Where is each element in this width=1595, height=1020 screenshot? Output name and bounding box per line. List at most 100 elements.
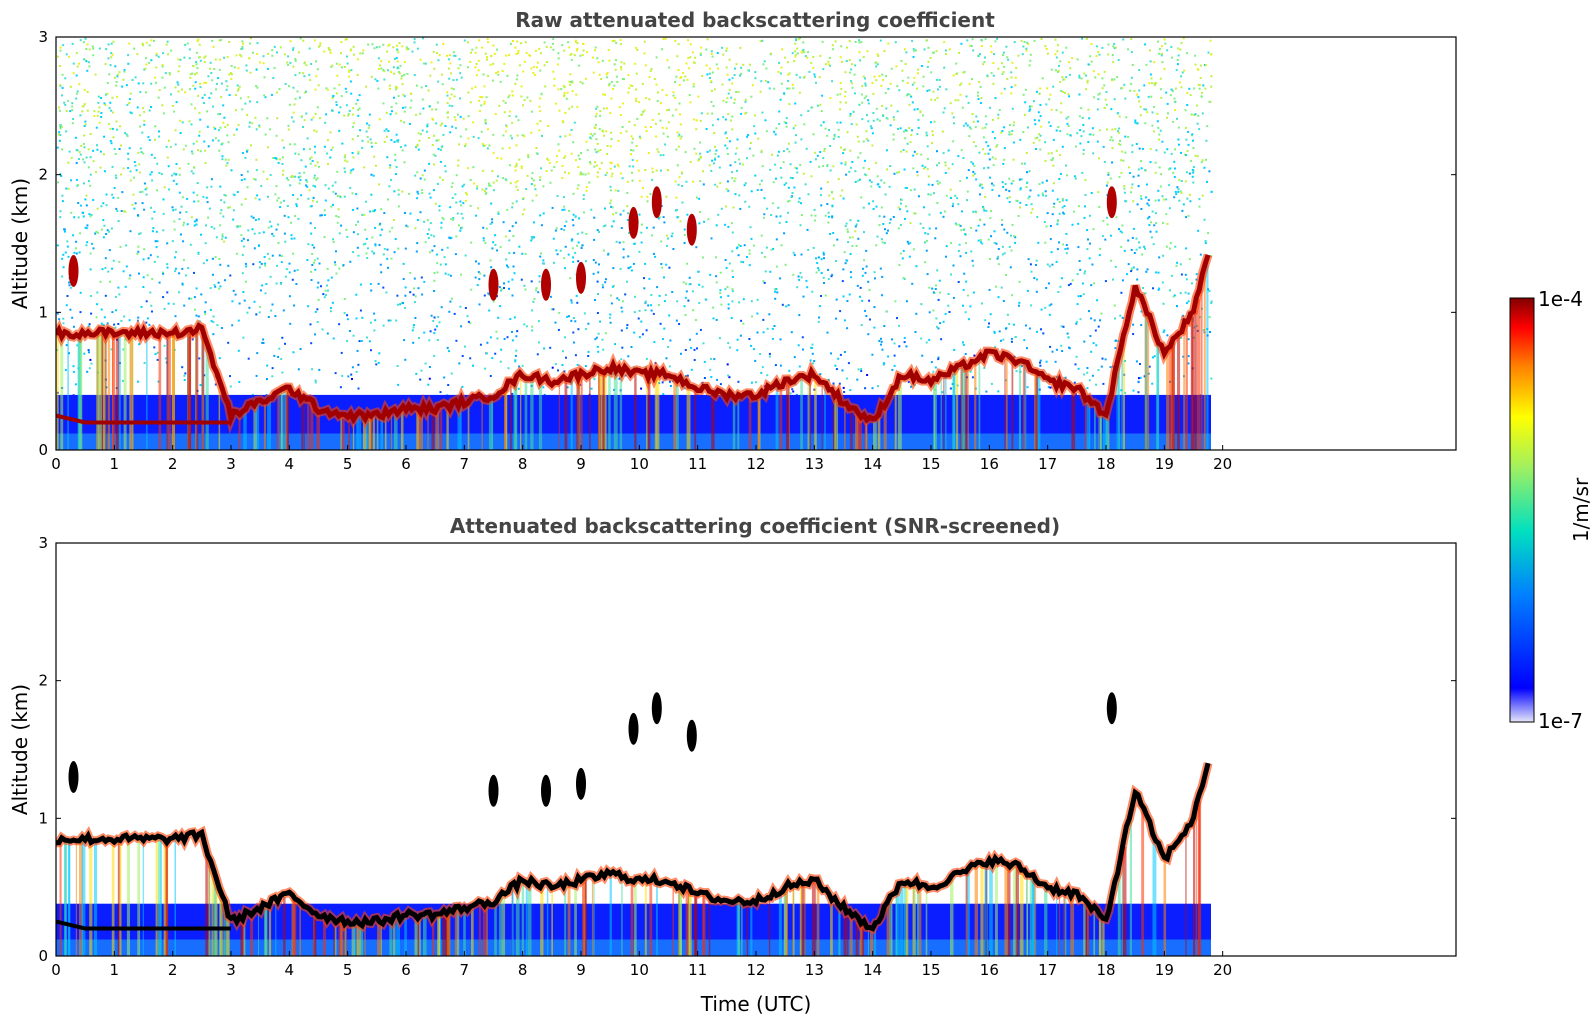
noise-pixel — [137, 245, 140, 248]
noise-pixel — [520, 95, 523, 98]
noise-pixel — [628, 165, 631, 168]
noise-pixel — [1054, 69, 1057, 72]
noise-pixel — [297, 153, 300, 156]
noise-pixel — [855, 123, 858, 126]
noise-pixel — [806, 228, 809, 231]
noise-pixel — [1057, 44, 1059, 47]
noise-pixel — [279, 206, 282, 208]
noise-pixel — [1039, 134, 1042, 137]
noise-pixel — [944, 49, 947, 52]
noise-pixel — [668, 314, 671, 317]
noise-pixel — [898, 324, 901, 327]
noise-pixel — [371, 236, 374, 239]
noise-pixel — [181, 121, 184, 124]
noise-pixel — [1012, 141, 1015, 144]
noise-pixel — [335, 215, 338, 217]
noise-pixel — [1017, 304, 1020, 307]
noise-pixel — [722, 116, 725, 119]
noise-pixel — [775, 177, 777, 180]
noise-pixel — [1038, 183, 1041, 186]
noise-pixel — [73, 216, 76, 219]
noise-pixel — [632, 262, 635, 265]
noise-pixel — [681, 185, 684, 187]
noise-pixel — [142, 152, 145, 155]
noise-pixel — [815, 81, 817, 84]
noise-pixel — [446, 54, 449, 57]
noise-pixel — [867, 333, 870, 336]
noise-pixel — [249, 42, 252, 45]
noise-pixel — [751, 84, 754, 87]
noise-pixel — [678, 323, 681, 325]
noise-pixel — [1091, 127, 1094, 130]
noise-pixel — [760, 188, 763, 191]
noise-pixel — [440, 306, 443, 309]
noise-pixel — [369, 138, 372, 141]
noise-pixel — [684, 296, 687, 299]
noise-pixel — [987, 238, 990, 241]
noise-pixel — [330, 148, 333, 151]
noise-pixel — [485, 227, 488, 230]
noise-pixel — [1204, 242, 1207, 245]
noise-pixel — [107, 43, 110, 46]
noise-pixel — [668, 380, 671, 383]
noise-pixel — [886, 168, 888, 171]
noise-pixel — [193, 224, 196, 227]
noise-pixel — [300, 194, 303, 197]
noise-pixel — [766, 207, 769, 210]
noise-pixel — [494, 234, 497, 237]
noise-pixel — [726, 180, 729, 183]
noise-pixel — [258, 266, 261, 269]
noise-pixel — [843, 251, 846, 254]
noise-pixel — [867, 168, 870, 171]
noise-pixel — [487, 41, 490, 44]
noise-pixel — [481, 142, 484, 145]
noise-pixel — [350, 373, 353, 376]
noise-pixel — [455, 201, 458, 204]
noise-pixel — [235, 128, 238, 131]
noise-pixel — [728, 376, 731, 379]
noise-pixel — [912, 56, 915, 58]
noise-pixel — [1174, 100, 1177, 103]
noise-pixel — [274, 193, 277, 196]
noise-pixel — [217, 77, 220, 80]
noise-pixel — [771, 202, 774, 205]
noise-pixel — [779, 167, 782, 169]
noise-pixel — [1127, 48, 1130, 51]
noise-pixel — [760, 371, 763, 374]
noise-pixel — [878, 119, 881, 122]
noise-pixel — [503, 287, 505, 289]
noise-pixel — [425, 85, 428, 87]
noise-pixel — [395, 166, 398, 168]
noise-pixel — [735, 147, 738, 150]
noise-pixel — [747, 134, 750, 136]
noise-pixel — [720, 207, 723, 210]
noise-pixel — [979, 193, 981, 196]
noise-pixel — [626, 180, 629, 183]
noise-pixel — [571, 218, 574, 221]
noise-pixel — [926, 134, 929, 137]
noise-pixel — [883, 325, 886, 327]
noise-pixel — [595, 107, 598, 110]
noise-pixel — [348, 75, 351, 78]
noise-pixel — [185, 211, 188, 214]
noise-pixel — [1121, 279, 1124, 282]
noise-pixel — [1077, 367, 1080, 370]
noise-pixel — [718, 337, 721, 340]
noise-pixel — [750, 190, 753, 193]
noise-pixel — [66, 245, 69, 248]
noise-pixel — [1049, 345, 1052, 348]
noise-pixel — [329, 306, 332, 309]
noise-pixel — [619, 114, 622, 116]
noise-pixel — [839, 93, 842, 96]
noise-pixel — [357, 220, 360, 223]
noise-pixel — [515, 162, 518, 165]
noise-pixel — [314, 185, 317, 188]
noise-pixel — [1173, 176, 1176, 178]
noise-pixel — [511, 121, 514, 124]
noise-pixel — [410, 99, 413, 102]
noise-pixel — [1169, 289, 1171, 292]
noise-pixel — [714, 183, 717, 186]
noise-pixel — [1055, 56, 1058, 59]
noise-pixel — [1081, 116, 1084, 119]
noise-pixel — [356, 99, 359, 102]
